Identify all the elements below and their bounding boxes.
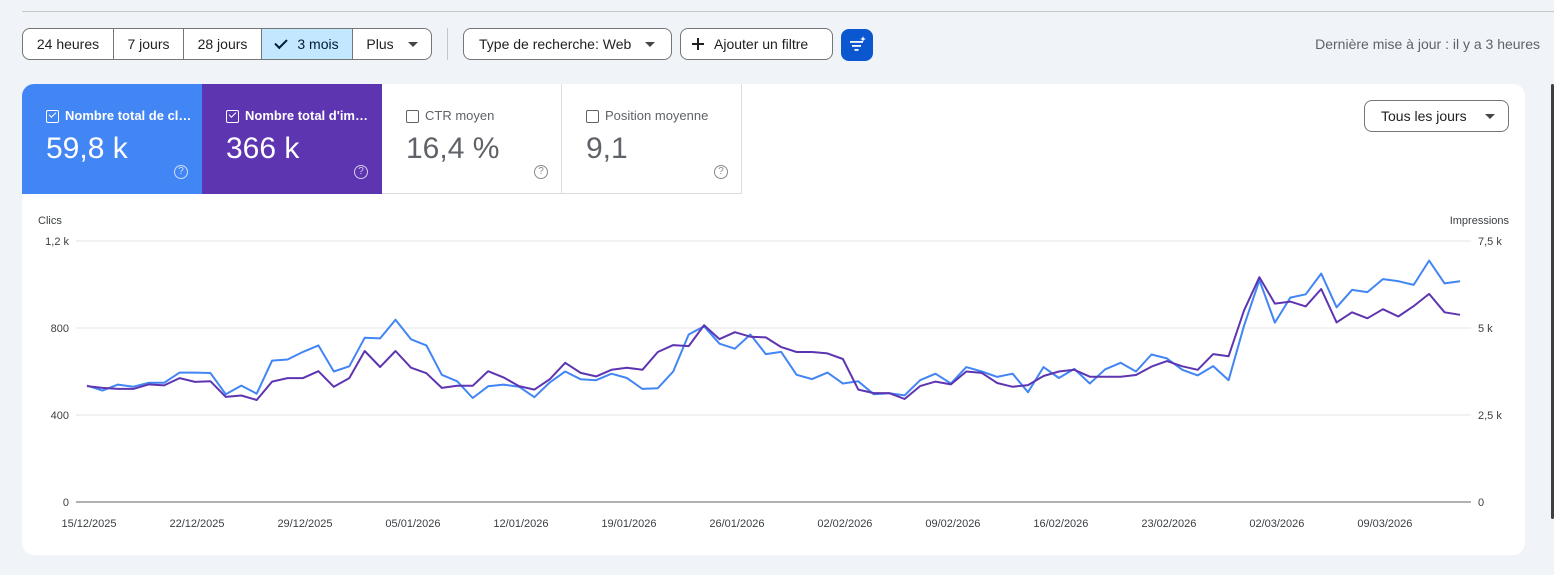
range-label: 24 heures <box>36 36 100 52</box>
top-divider <box>22 11 1554 12</box>
y-axis-right-title: Impressions <box>1450 215 1510 227</box>
y-right-tick-label: 2,5 k <box>1478 410 1502 422</box>
range-28d-button[interactable]: 28 jours <box>184 29 262 59</box>
x-tick-label: 26/01/2026 <box>709 518 764 530</box>
y-right-tick-label: 0 <box>1478 497 1484 509</box>
x-tick-label: 05/01/2026 <box>385 518 440 530</box>
check-icon <box>274 35 289 49</box>
range-label: 28 jours <box>197 36 248 52</box>
series-line-clics <box>86 259 1461 399</box>
y-right-tick-label: 7,5 k <box>1478 236 1502 248</box>
check-icon <box>228 110 237 118</box>
page-scrollbar[interactable] <box>1551 84 1554 519</box>
metric-card-ctr[interactable]: CTR moyen 16,4 % ? <box>382 84 562 194</box>
performance-card: Nombre total de clics 59,8 k ? Nombre to… <box>22 84 1525 555</box>
performance-chart: Clics Impressions 0 0 400 2,5 k 800 5 k 1,2 k 7… <box>38 215 1510 530</box>
y-right-tick-label: 5 k <box>1478 323 1493 335</box>
search-type-label: Type de recherche: Web <box>479 36 632 52</box>
x-tick-label: 22/12/2025 <box>169 518 224 530</box>
aggregation-label: Tous les jours <box>1381 108 1467 124</box>
metric-value: 366 k <box>226 132 300 165</box>
x-tick-label: 12/01/2026 <box>493 518 548 530</box>
chevron-down-icon <box>1484 113 1495 119</box>
x-tick-label: 29/12/2025 <box>277 518 332 530</box>
series-line-impressions <box>86 276 1461 401</box>
x-tick-label: 09/02/2026 <box>925 518 980 530</box>
help-icon[interactable]: ? <box>354 165 368 179</box>
metric-label: Position moyenne <box>605 108 709 123</box>
metric-value: 9,1 <box>586 132 628 165</box>
range-24h-button[interactable]: 24 heures <box>23 29 114 59</box>
x-tick-label: 23/02/2026 <box>1141 518 1196 530</box>
metric-card-position[interactable]: Position moyenne 9,1 ? <box>562 84 742 194</box>
chevron-down-icon <box>407 41 418 47</box>
checkbox-unchecked[interactable] <box>406 110 419 123</box>
checkbox-checked[interactable] <box>226 110 239 123</box>
range-3m-button[interactable]: 3 mois <box>262 29 353 59</box>
checkbox-unchecked[interactable] <box>586 110 599 123</box>
x-tick-label: 15/12/2025 <box>61 518 116 530</box>
help-icon[interactable]: ? <box>714 165 728 179</box>
metric-value: 59,8 k <box>46 132 128 165</box>
metric-label: CTR moyen <box>425 108 495 123</box>
x-tick-label: 09/03/2026 <box>1357 518 1412 530</box>
metric-card-clicks[interactable]: Nombre total de clics 59,8 k ? <box>22 84 202 194</box>
range-7d-button[interactable]: 7 jours <box>114 29 184 59</box>
add-filter-button[interactable]: Ajouter un filtre <box>680 28 833 60</box>
help-icon[interactable]: ? <box>534 165 548 179</box>
x-tick-label: 02/02/2026 <box>817 518 872 530</box>
help-icon[interactable]: ? <box>174 165 188 179</box>
add-filter-label: Ajouter un filtre <box>714 36 809 52</box>
metric-card-impressions[interactable]: Nombre total d'impressions 366 k ? <box>202 84 382 194</box>
checkbox-checked[interactable] <box>46 110 59 123</box>
filter-toolbar: 24 heures 7 jours 28 jours 3 mois Plus T… <box>22 28 1540 61</box>
x-tick-label: 19/01/2026 <box>601 518 656 530</box>
y-left-tick-label: 800 <box>51 323 69 335</box>
date-range-selector: 24 heures 7 jours 28 jours 3 mois Plus <box>22 28 432 60</box>
range-more-dropdown[interactable]: Plus <box>353 29 431 59</box>
check-icon <box>48 110 57 118</box>
last-update-text: Dernière mise à jour : il y a 3 heures <box>1315 36 1540 52</box>
search-type-dropdown[interactable]: Type de recherche: Web <box>463 28 672 60</box>
filter-sparkle-icon <box>850 36 866 51</box>
y-left-tick-label: 400 <box>51 410 69 422</box>
range-label: 7 jours <box>127 36 170 52</box>
y-left-tick-label: 0 <box>63 497 69 509</box>
plus-icon <box>692 38 704 50</box>
metric-label: Nombre total d'impressions <box>245 108 375 123</box>
range-label: Plus <box>366 36 394 52</box>
aggregation-dropdown[interactable]: Tous les jours <box>1364 100 1509 132</box>
metric-label: Nombre total de clics <box>65 108 195 123</box>
x-tick-label: 16/02/2026 <box>1033 518 1088 530</box>
y-left-tick-label: 1,2 k <box>45 236 69 248</box>
toolbar-divider <box>447 28 448 60</box>
metric-value: 16,4 % <box>406 132 500 165</box>
filter-sparkle-button[interactable] <box>841 29 873 61</box>
chevron-down-icon <box>645 41 656 47</box>
range-label: 3 mois <box>297 36 339 52</box>
x-tick-label: 02/03/2026 <box>1249 518 1304 530</box>
y-axis-left-title: Clics <box>38 215 62 227</box>
